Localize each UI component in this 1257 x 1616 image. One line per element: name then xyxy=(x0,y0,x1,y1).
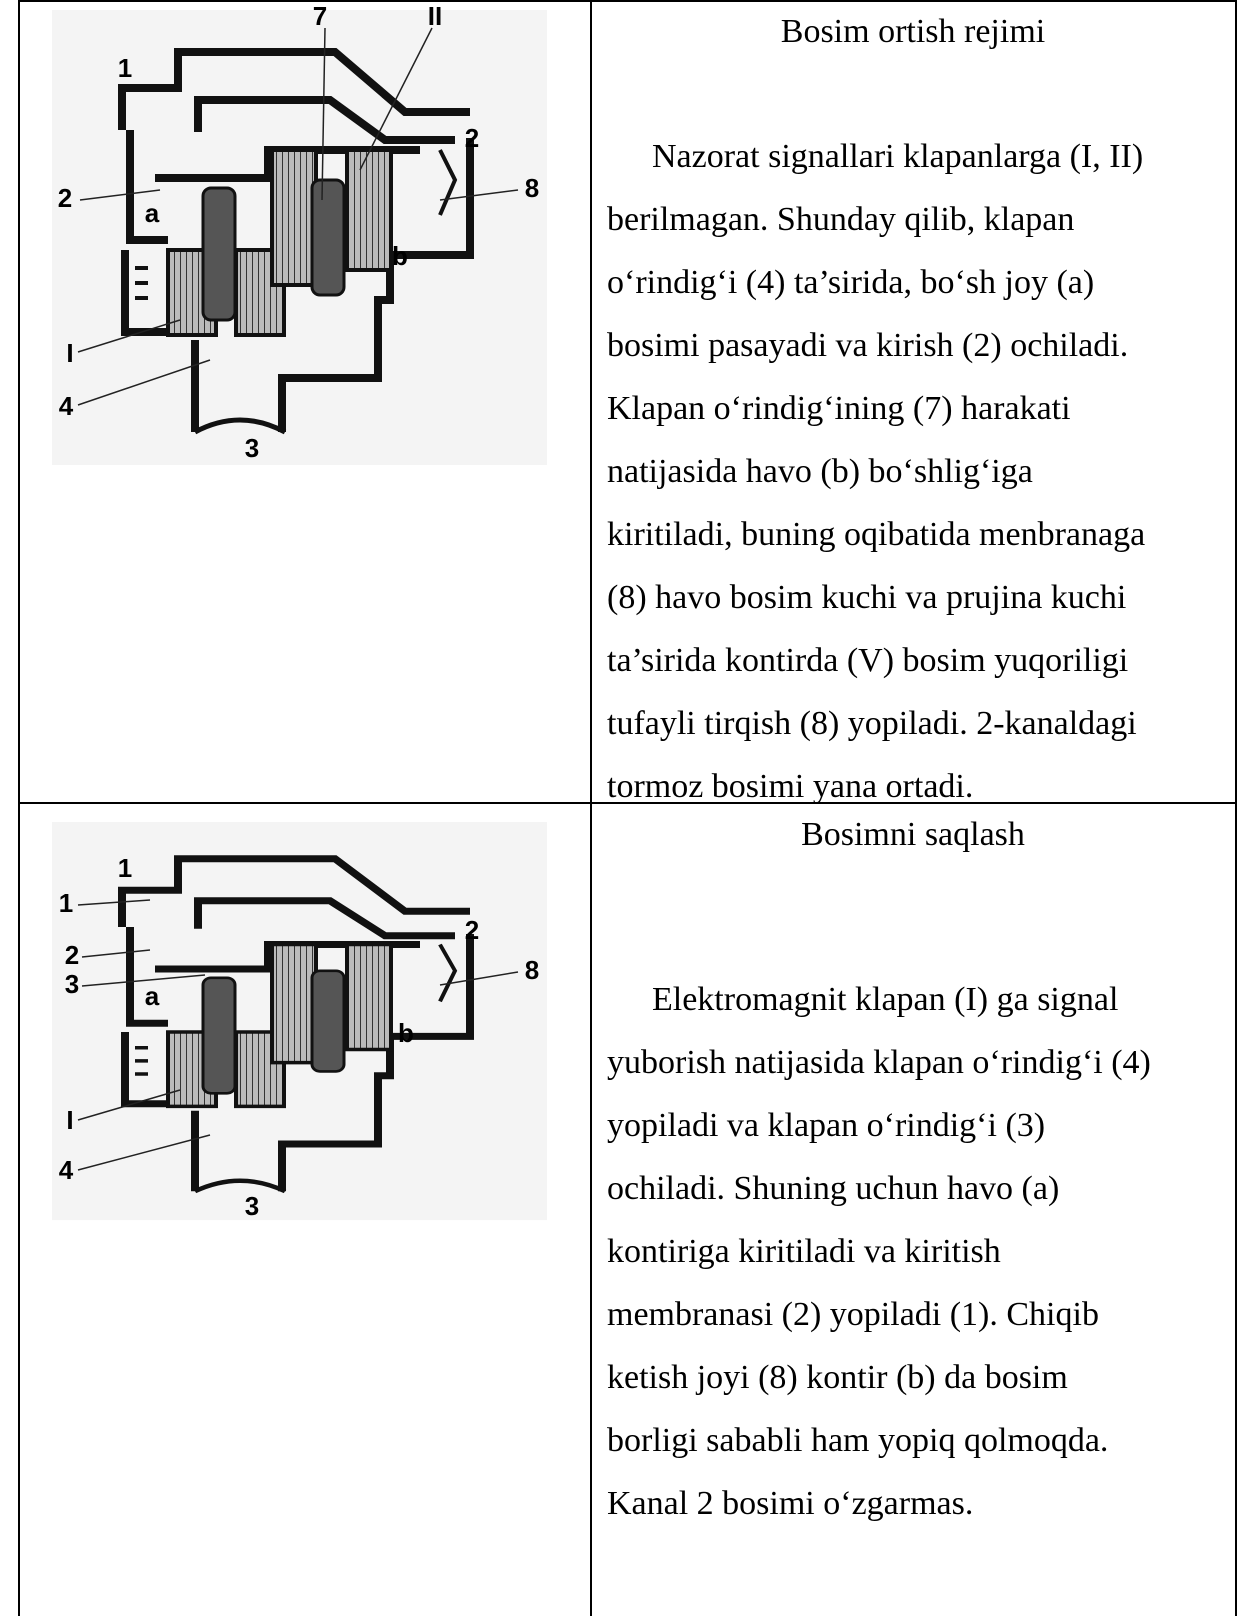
diagram-label: 2 xyxy=(465,915,479,945)
text-line: yuborish natijasida klapan o‘rindig‘i (4… xyxy=(607,1044,1151,1081)
diagram-label: 4 xyxy=(59,1155,74,1185)
text-line: ta’sirida kontirda (V) bosim yuqoriligi xyxy=(607,642,1129,679)
leader-line xyxy=(77,359,211,406)
diagram-label: 4 xyxy=(59,391,74,421)
leader-line xyxy=(321,27,326,201)
diagram-label: 3 xyxy=(245,1191,259,1221)
diagram-label: I xyxy=(66,338,73,368)
table-borders xyxy=(18,0,1237,1616)
diagram-label: 2 xyxy=(58,183,72,213)
text-line: ochiladi. Shuning uchun havo (a) xyxy=(607,1170,1060,1207)
text-line: Nazorat signallari klapanlarga (I, II) xyxy=(652,138,1144,175)
text-line: bosimi pasayadi va kirish (2) ochiladi. xyxy=(607,327,1129,364)
diagram-label: 7 xyxy=(313,1,327,31)
text-line: kiritiladi, buning oqibatida menbranaga xyxy=(607,516,1146,553)
leader-line xyxy=(439,971,519,986)
diagram-label: 2 xyxy=(465,123,479,153)
cell-title: Bosimni saqlash xyxy=(801,816,1025,853)
text-line: tormoz bosimi yana ortadi. xyxy=(607,768,974,805)
diagram-label: 3 xyxy=(245,433,259,463)
diagram-label: 1 xyxy=(59,888,73,918)
diagram-label: 3 xyxy=(65,969,79,999)
text-line: Kanal 2 bosimi o‘zgarmas. xyxy=(607,1485,974,1522)
diagram-label: 8 xyxy=(525,173,539,203)
leader-line xyxy=(77,1089,181,1121)
diagram-label: b xyxy=(398,1018,414,1048)
text-line: tufayli tirqish (8) yopiladi. 2-kanaldag… xyxy=(607,705,1137,742)
diagram-label: 1 xyxy=(118,53,132,83)
text-line: Klapan o‘rindig‘ining (7) harakati xyxy=(607,390,1071,427)
diagram-label: 2 xyxy=(65,940,79,970)
leader-line xyxy=(359,27,433,171)
text-line: natijasida havo (b) bo‘shlig‘iga xyxy=(607,453,1033,490)
text-line: borligi sababli ham yopiq qolmoqda. xyxy=(607,1422,1109,1459)
text-line: yopiladi va klapan o‘rindig‘i (3) xyxy=(607,1107,1046,1144)
leader-line xyxy=(81,949,151,958)
cell-title: Bosim ortish rejimi xyxy=(780,13,1046,50)
diagram-label: a xyxy=(145,981,160,1011)
text-line: o‘rindig‘i (4) ta’sirida, bo‘sh joy (a) xyxy=(607,264,1095,301)
diagram-label: 1 xyxy=(118,853,132,883)
diagram-label: a xyxy=(145,198,160,228)
leader-line xyxy=(79,189,161,201)
diagram-label: I xyxy=(66,1105,73,1135)
leader-line xyxy=(77,1134,211,1171)
text-line: berilmagan. Shunday qilib, klapan xyxy=(607,201,1075,238)
diagram-label: 8 xyxy=(525,955,539,985)
text-line: membranasi (2) yopiladi (1). Chiqib xyxy=(607,1296,1099,1333)
diagram-label: II xyxy=(428,1,442,31)
text-line: kontiriga kiritiladi va kiritish xyxy=(607,1233,1001,1270)
leader-line xyxy=(439,189,519,201)
text-line: Elektromagnit klapan (I) ga signal xyxy=(652,981,1119,1018)
text-line: (8) havo bosim kuchi va prujina kuchi xyxy=(607,579,1127,616)
leader-line xyxy=(77,899,151,906)
text-line: ketish joyi (8) kontir (b) da bosim xyxy=(607,1359,1068,1396)
leader-line xyxy=(81,974,206,987)
diagram-label: b xyxy=(392,241,408,271)
leader-line xyxy=(77,319,181,353)
